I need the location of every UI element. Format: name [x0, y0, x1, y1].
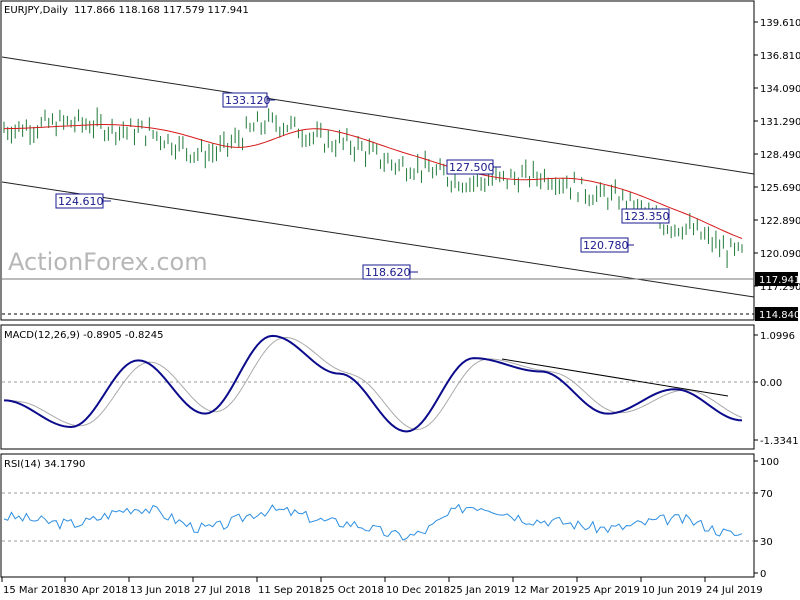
- x-tick-label: 25 Apr 2019: [578, 585, 640, 596]
- annotation-label: 123.350: [624, 210, 670, 223]
- x-tick-label: 25 Jan 2019: [450, 585, 510, 596]
- macd-tick-label: 0.00: [760, 378, 782, 389]
- macd-y-axis: 1.0996 0.00 -1.3341: [754, 331, 799, 447]
- x-tick-label: 10 Jun 2019: [642, 585, 702, 596]
- annotation-label: 124.610: [58, 195, 104, 208]
- annotation-label: 127.500: [449, 161, 495, 174]
- annotation-label: 118.620: [365, 266, 411, 279]
- rsi-tick-label: 30: [760, 537, 773, 548]
- x-tick-label: 11 Sep 2018: [258, 585, 321, 596]
- x-tick-label: 13 Jun 2018: [130, 585, 190, 596]
- annotation-label: 133.120: [225, 94, 271, 107]
- macd-tick-label: -1.3341: [760, 436, 799, 447]
- macd-panel-frame: [0, 324, 755, 450]
- support-label: 114.840: [759, 310, 800, 321]
- price-tick-label: 128.490: [760, 150, 800, 161]
- last-price-box: [755, 272, 798, 286]
- last-price-label: 117.941: [759, 275, 800, 286]
- macd-line: [3, 334, 743, 433]
- price-bars: [3, 107, 743, 269]
- price-tick-label: 136.810: [760, 51, 800, 62]
- price-tick-label: 122.890: [760, 216, 800, 227]
- price-tick-label: 117.290: [760, 282, 800, 293]
- price-panel-frame: [0, 0, 755, 321]
- rsi-tick-label: 0: [760, 569, 766, 580]
- macd-label: MACD(12,26,9) -0.8905 -0.8245: [4, 330, 164, 341]
- price-y-axis: 139.610 136.810 134.090 131.290 128.490 …: [754, 18, 800, 321]
- x-axis: 15 Mar 2018 30 Apr 2018 13 Jun 2018 27 J…: [1, 577, 763, 596]
- macd-tick-label: 1.0996: [760, 331, 795, 342]
- rsi-y-axis: 100 70 30 0: [754, 457, 779, 580]
- x-tick-label: 12 Mar 2019: [514, 585, 577, 596]
- symbol-label: EURJPY,Daily 117.866 118.168 117.579 117.…: [4, 5, 249, 16]
- rsi-tick-label: 70: [760, 489, 773, 500]
- x-tick-label: 10 Dec 2018: [386, 585, 450, 596]
- moving-average-line: [3, 124, 743, 239]
- x-tick-label: 15 Mar 2018: [3, 585, 66, 596]
- rsi-label: RSI(14) 34.1790: [4, 459, 85, 470]
- x-tick-label: 24 Jul 2019: [706, 585, 763, 596]
- rsi-panel-frame: [0, 453, 755, 578]
- price-tick-label: 125.690: [760, 183, 800, 194]
- watermark: ActionForex.com: [8, 248, 208, 276]
- price-annotations: 133.120 124.610 127.500 118.620 123.350 …: [55, 92, 670, 280]
- annotation-label: 120.780: [583, 239, 629, 252]
- price-tick-label: 139.610: [760, 18, 800, 29]
- support-box: [755, 307, 798, 321]
- annotation-box: [621, 208, 670, 224]
- rsi-line: [3, 503, 743, 541]
- macd-trend-line: [501, 358, 729, 397]
- price-tick-label: 120.090: [760, 249, 800, 260]
- macd-signal-line: [3, 337, 743, 430]
- rsi-tick-label: 100: [760, 457, 779, 468]
- price-tick-label: 134.090: [760, 84, 800, 95]
- price-tick-label: 131.290: [760, 117, 800, 128]
- x-tick-label: 25 Oct 2018: [322, 585, 384, 596]
- upper-channel-line: [1, 56, 755, 175]
- lower-channel-line: [1, 181, 755, 298]
- x-tick-label: 30 Apr 2018: [66, 585, 128, 596]
- x-tick-label: 27 Jul 2018: [194, 585, 251, 596]
